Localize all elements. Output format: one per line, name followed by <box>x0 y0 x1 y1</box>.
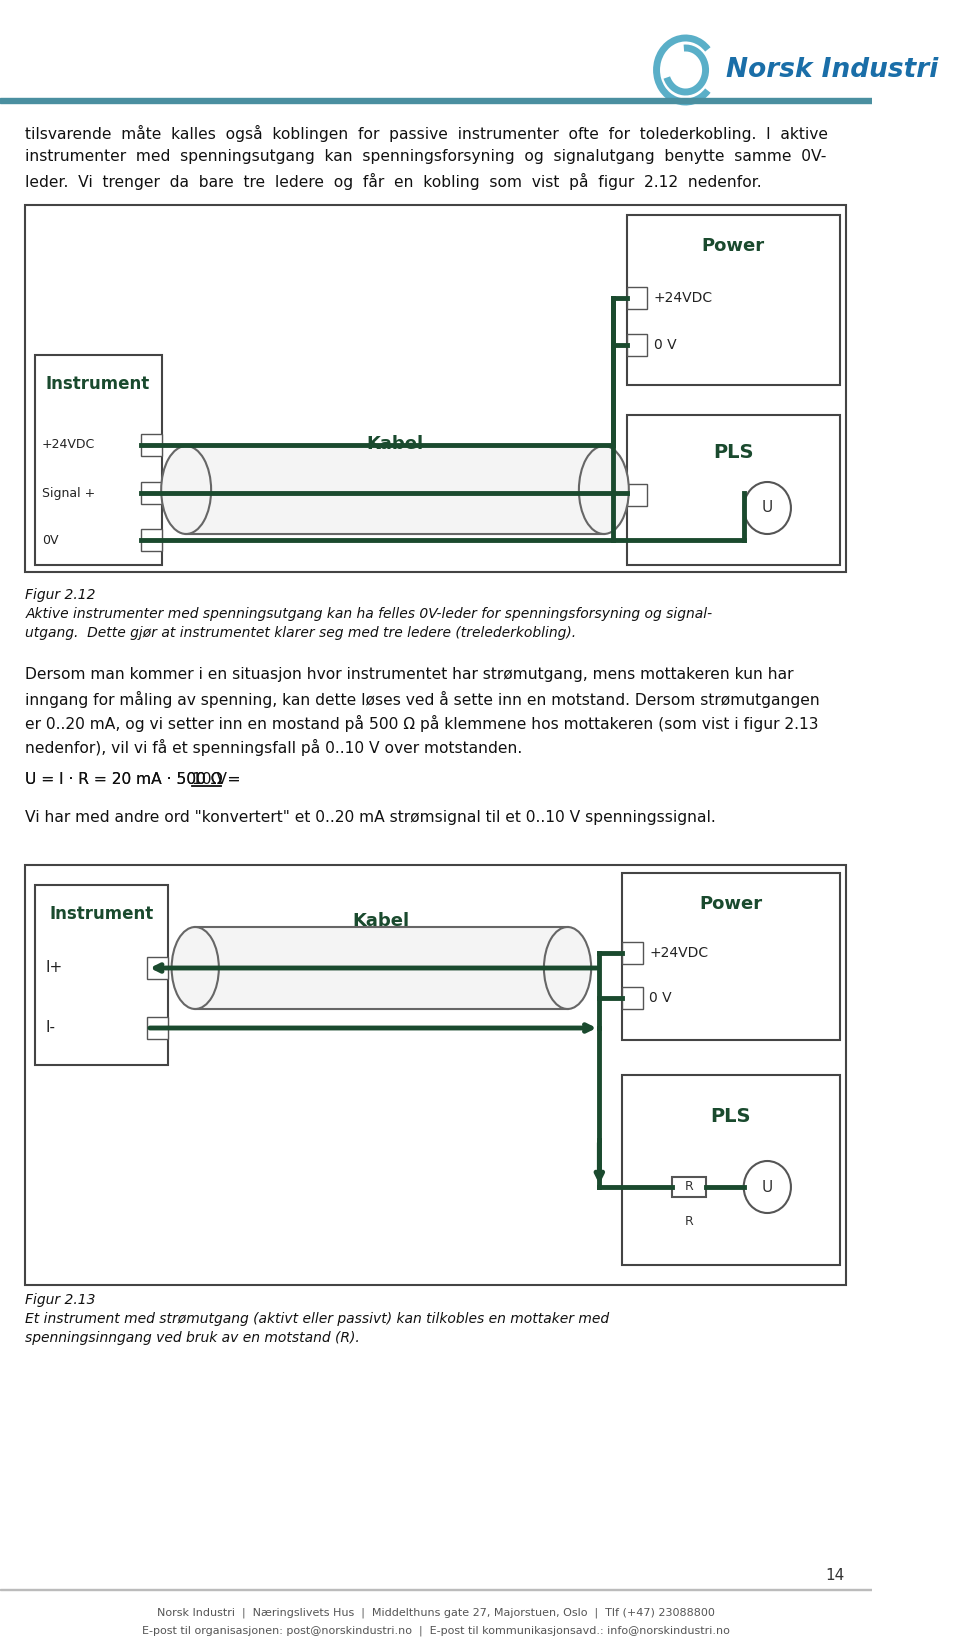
Text: Instrument: Instrument <box>46 376 150 394</box>
Text: Et instrument med strømutgang (aktivt eller passivt) kan tilkobles en mottaker m: Et instrument med strømutgang (aktivt el… <box>25 1313 610 1326</box>
Circle shape <box>744 1161 791 1212</box>
FancyBboxPatch shape <box>622 942 643 963</box>
Text: R: R <box>684 1181 694 1194</box>
Text: Norsk Industri  |  Næringslivets Hus  |  Middelthuns gate 27, Majorstuen, Oslo  : Norsk Industri | Næringslivets Hus | Mid… <box>156 1607 715 1617</box>
Text: utgang.  Dette gjør at instrumentet klarer seg med tre ledere (trelederkobling).: utgang. Dette gjør at instrumentet klare… <box>25 626 577 641</box>
FancyBboxPatch shape <box>627 334 647 356</box>
Text: Power: Power <box>702 237 765 255</box>
Text: I-: I- <box>45 1021 56 1036</box>
Circle shape <box>744 483 791 534</box>
Text: Figur 2.12: Figur 2.12 <box>25 588 96 603</box>
Text: spenningsinngang ved bruk av en motstand (R).: spenningsinngang ved bruk av en motstand… <box>25 1331 360 1346</box>
Text: +24VDC: +24VDC <box>42 438 95 451</box>
Text: U: U <box>761 1179 773 1194</box>
FancyBboxPatch shape <box>627 287 647 310</box>
Text: Vi har med andre ord "konvertert" et 0..20 mA strømsignal til et 0..10 V spennin: Vi har med andre ord "konvertert" et 0..… <box>25 810 716 825</box>
Text: 10 V: 10 V <box>192 772 227 787</box>
Text: +24VDC: +24VDC <box>654 292 713 305</box>
Text: U = I · R = 20 mA · 500 Ω =: U = I · R = 20 mA · 500 Ω = <box>25 772 246 787</box>
Text: 14: 14 <box>826 1568 845 1583</box>
FancyBboxPatch shape <box>35 356 161 565</box>
Text: inngang for måling av spenning, kan dette løses ved å sette inn en motstand. Der: inngang for måling av spenning, kan dett… <box>25 692 820 708</box>
FancyBboxPatch shape <box>147 1016 168 1039</box>
Text: +24VDC: +24VDC <box>649 945 708 960</box>
Text: Aktive instrumenter med spenningsutgang kan ha felles 0V-leder for spenningsfors: Aktive instrumenter med spenningsutgang … <box>25 608 712 621</box>
FancyBboxPatch shape <box>25 204 847 572</box>
Text: Kabel: Kabel <box>367 435 423 453</box>
Text: I+: I+ <box>45 960 62 975</box>
Text: PLS: PLS <box>710 1107 752 1127</box>
Text: Kabel: Kabel <box>353 912 410 931</box>
FancyBboxPatch shape <box>147 957 168 978</box>
FancyBboxPatch shape <box>141 529 161 552</box>
Bar <box>0 99 872 104</box>
Ellipse shape <box>544 927 591 1010</box>
Text: PLS: PLS <box>713 443 754 463</box>
Bar <box>186 446 604 534</box>
FancyBboxPatch shape <box>627 216 840 385</box>
Text: Dersom man kommer i en situasjon hvor instrumentet har strømutgang, mens mottake: Dersom man kommer i en situasjon hvor in… <box>25 667 794 682</box>
Bar <box>195 927 567 1010</box>
Text: Figur 2.13: Figur 2.13 <box>25 1293 96 1308</box>
FancyBboxPatch shape <box>141 483 161 504</box>
Ellipse shape <box>161 446 211 534</box>
Text: Power: Power <box>700 894 762 912</box>
Text: R: R <box>684 1215 694 1229</box>
Text: instrumenter  med  spenningsutgang  kan  spenningsforsyning  og  signalutgang  b: instrumenter med spenningsutgang kan spe… <box>25 148 827 165</box>
Text: er 0..20 mA, og vi setter inn en mostand på 500 Ω på klemmene hos mottakeren (so: er 0..20 mA, og vi setter inn en mostand… <box>25 715 819 731</box>
Ellipse shape <box>579 446 629 534</box>
Ellipse shape <box>172 927 219 1010</box>
FancyBboxPatch shape <box>627 484 647 506</box>
FancyBboxPatch shape <box>35 884 168 1066</box>
Text: E-post til organisasjonen: post@norskindustri.no  |  E-post til kommunikasjonsav: E-post til organisasjonen: post@norskind… <box>142 1626 730 1635</box>
Text: U = I · R = 20 mA · 500 Ω =: U = I · R = 20 mA · 500 Ω = <box>25 772 246 787</box>
FancyBboxPatch shape <box>622 1075 840 1265</box>
Text: Signal +: Signal + <box>42 486 95 499</box>
FancyBboxPatch shape <box>141 435 161 456</box>
Text: nedenfor), vil vi få et spenningsfall på 0..10 V over motstanden.: nedenfor), vil vi få et spenningsfall på… <box>25 740 522 756</box>
FancyBboxPatch shape <box>622 987 643 1010</box>
FancyBboxPatch shape <box>627 415 840 565</box>
Text: U: U <box>761 501 773 516</box>
Text: Norsk Industri: Norsk Industri <box>727 58 939 82</box>
Text: 0 V: 0 V <box>654 338 677 352</box>
Text: tilsvarende  måte  kalles  også  koblingen  for  passive  instrumenter  ofte  fo: tilsvarende måte kalles også koblingen f… <box>25 125 828 142</box>
Text: 0V: 0V <box>42 534 59 547</box>
FancyBboxPatch shape <box>672 1178 707 1197</box>
Text: Instrument: Instrument <box>49 904 154 922</box>
FancyBboxPatch shape <box>622 873 840 1039</box>
Text: leder.  Vi  trenger  da  bare  tre  ledere  og  får  en  kobling  som  vist  på : leder. Vi trenger da bare tre ledere og … <box>25 173 762 189</box>
Text: 0 V: 0 V <box>649 991 672 1005</box>
FancyBboxPatch shape <box>25 865 847 1285</box>
